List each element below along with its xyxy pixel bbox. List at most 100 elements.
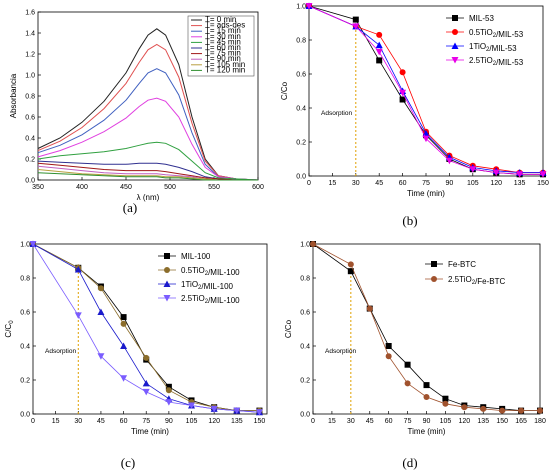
y-tick-label: 0.2 xyxy=(300,378,310,385)
legend-entry: MIL-53 xyxy=(469,14,494,23)
legend-marker xyxy=(451,57,459,64)
series-line xyxy=(312,243,540,411)
data-point xyxy=(120,375,128,382)
legend-entry: 2.5TiO2/MIL-100 xyxy=(181,294,240,305)
y-tick-label: 0.2 xyxy=(20,378,30,385)
series-1 xyxy=(310,241,543,414)
chart-panel-1: 350 400 450 500 550 600 0.0 0.2 0.4 0.6 0.8 1.0 1.2 1… xyxy=(9,10,264,216)
series-2 xyxy=(310,241,543,414)
x-tick-label: 90 xyxy=(446,180,454,187)
data-point xyxy=(423,382,430,389)
x-tick-label: 550 xyxy=(208,184,220,191)
legend-entry: 2.5TiO2/Fe-BTC xyxy=(448,275,506,286)
y-tick-label: 0.0 xyxy=(296,174,306,181)
x-tick-label: 120 xyxy=(458,418,470,425)
y-tick-label: 0.8 xyxy=(25,94,35,101)
x-axis-title: Time (min) xyxy=(131,427,169,436)
x-tick-label: 105 xyxy=(467,180,479,187)
x-tick-label: 135 xyxy=(477,418,489,425)
data-point xyxy=(120,342,128,349)
data-point xyxy=(143,354,150,361)
y-tick-label: 0.0 xyxy=(20,412,30,419)
legend-marker xyxy=(452,15,458,21)
data-point xyxy=(480,405,487,412)
data-point xyxy=(142,388,150,396)
adsorption-label: Adsorption xyxy=(325,348,356,355)
data-point xyxy=(165,387,172,394)
chart-panel-3: 0 15 30 45 60 75 90 105 120 135 150 0.0 0.2 0.4 0.6 0.8… xyxy=(4,240,268,470)
y-axis-title: C/C0 xyxy=(4,320,15,338)
y-tick-label: 0.8 xyxy=(296,38,306,45)
legend-entry: Fe-BTC xyxy=(448,260,476,269)
data-point xyxy=(499,407,506,414)
data-point xyxy=(539,171,547,178)
y-tick-label: 0.4 xyxy=(296,106,306,113)
x-tick-label: 350 xyxy=(32,184,44,191)
series-2 xyxy=(37,43,259,181)
legend-entry: 1TiO2/MIL-53 xyxy=(469,42,517,53)
data-point xyxy=(29,241,37,248)
x-tick-label: 15 xyxy=(328,418,336,425)
data-point xyxy=(165,383,172,390)
x-tick-label: 105 xyxy=(440,418,452,425)
x-tick-label: 90 xyxy=(423,418,431,425)
x-tick-label: 75 xyxy=(404,418,412,425)
x-tick-label: 0 xyxy=(307,180,311,187)
x-tick-label: 30 xyxy=(352,180,360,187)
y-tick-label: 0.0 xyxy=(25,178,35,185)
x-tick-label: 150 xyxy=(496,418,508,425)
legend-marker xyxy=(431,261,437,267)
legend-entry: 0.5TiO2/MIL-100 xyxy=(181,266,240,277)
panel-label: (d) xyxy=(402,455,417,470)
data-point xyxy=(422,135,430,143)
data-point xyxy=(518,407,525,414)
x-tick-label: 75 xyxy=(422,180,430,187)
legend-entry: T= 105 min xyxy=(205,60,245,69)
chart-panel-4: 0 15 30 45 60 75 90 105 120 135 150 165 180 0.0 0.2 0.4… xyxy=(284,241,546,470)
data-point xyxy=(404,380,411,387)
y-tick-label: 1.6 xyxy=(25,10,35,17)
data-point xyxy=(97,285,104,292)
series-line xyxy=(308,5,543,173)
legend-entry: T= 0 min xyxy=(205,15,236,24)
x-tick-label: 60 xyxy=(120,418,128,425)
series-line xyxy=(312,243,540,411)
series-2 xyxy=(306,3,546,176)
x-tick-label: 75 xyxy=(142,418,150,425)
data-point xyxy=(120,320,127,327)
legend-marker xyxy=(452,29,458,35)
data-point xyxy=(74,266,82,273)
legend-entry: T= 90 min xyxy=(205,54,241,63)
series-line xyxy=(37,68,259,181)
data-point xyxy=(210,405,218,413)
x-tick-label: 15 xyxy=(329,180,337,187)
adsorption-label: Adsorption xyxy=(321,110,352,117)
series-4 xyxy=(29,241,263,416)
data-point xyxy=(445,157,453,165)
series-4 xyxy=(305,3,547,178)
x-tick-label: 60 xyxy=(399,180,407,187)
data-point xyxy=(461,404,468,411)
data-point xyxy=(305,3,313,10)
adsorption-label: Adsorption xyxy=(45,348,76,355)
data-point xyxy=(376,31,383,38)
legend-marker xyxy=(163,280,171,287)
data-point xyxy=(442,400,449,407)
legend-entry: 0.5TiO2/MIL-53 xyxy=(469,28,524,39)
x-tick-label: 500 xyxy=(164,184,176,191)
data-point xyxy=(347,261,354,268)
y-axis-title: Absorbancia xyxy=(9,73,18,118)
series-7 xyxy=(37,162,258,181)
series-line xyxy=(37,162,258,181)
series-3 xyxy=(37,68,259,181)
data-point xyxy=(516,171,524,178)
y-tick-label: 0.6 xyxy=(296,72,306,79)
y-axis-title: C/Co xyxy=(284,319,293,338)
data-point xyxy=(97,353,105,360)
data-point xyxy=(347,268,354,275)
series-line xyxy=(37,172,258,181)
x-tick-label: 450 xyxy=(120,184,132,191)
y-tick-label: 1.0 xyxy=(20,242,30,249)
series-4 xyxy=(37,97,259,181)
